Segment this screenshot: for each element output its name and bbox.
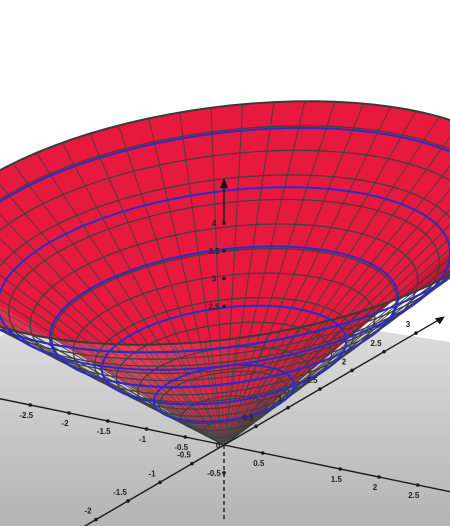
z-tick-mark	[222, 221, 226, 225]
x-tick-mark	[260, 451, 265, 455]
axes-front-group	[28, 178, 450, 522]
x-tick-label: 0.5	[253, 459, 265, 468]
z-axis-arrow	[220, 178, 228, 189]
y-tick-label: -1	[148, 469, 156, 478]
z-tick-mark	[222, 248, 226, 253]
x-tick-mark	[377, 475, 381, 479]
x-tick-mark	[67, 411, 71, 415]
x-tick-label: -0.5	[174, 443, 188, 452]
y-tick-label: -0.5	[177, 451, 191, 460]
x-tick-label: -2	[61, 419, 69, 428]
mesh-ring	[72, 272, 376, 396]
x-tick-mark	[415, 483, 420, 487]
x-tick-label: 1.5	[331, 475, 343, 484]
z-tick-label: 4	[212, 219, 217, 228]
y-tick-mark	[382, 349, 386, 354]
x-tick-mark	[105, 419, 110, 423]
z-tick-label: -0.5	[207, 469, 221, 478]
mesh-ring	[7, 198, 441, 375]
y-tick-mark	[158, 480, 162, 485]
y-tick-label: -1.5	[113, 488, 127, 497]
y-tick-mark	[350, 368, 354, 373]
mesh-ring	[94, 297, 354, 403]
mesh-ring	[0, 149, 450, 360]
y-tick-label: 0.5	[242, 413, 254, 422]
z-tick-label: 3	[212, 275, 217, 284]
mesh-ring	[201, 419, 247, 439]
mesh-ring	[29, 223, 419, 382]
z-tick-mark	[222, 276, 226, 281]
x-tick-label: -1.5	[97, 427, 111, 436]
y-tick-mark	[94, 517, 98, 522]
contour-line	[0, 126, 450, 354]
origin-label: 0	[216, 441, 221, 450]
y-tick-mark	[414, 331, 418, 335]
x-tick-label: -1	[139, 435, 147, 444]
mesh-ring	[0, 174, 450, 367]
y-axis-arrow	[434, 316, 445, 325]
z-tick-mark	[222, 304, 226, 309]
y-tick-label: 1	[278, 395, 283, 404]
x-tick-label: -2.5	[19, 411, 33, 420]
y-tick-label: 2.5	[370, 339, 382, 348]
mesh-ring	[115, 321, 333, 410]
x-tick-label: 2	[373, 483, 378, 492]
cone-rim	[0, 100, 450, 346]
z-tick-label: 2.5	[208, 302, 220, 311]
x-tick-label: 2.5	[408, 491, 420, 500]
x-tick-mark	[338, 467, 343, 471]
y-axis-positive	[223, 319, 439, 446]
contour-line	[0, 186, 450, 371]
y-tick-mark	[126, 499, 130, 503]
y-tick-mark	[190, 461, 194, 466]
x-tick-mark	[28, 403, 33, 407]
mesh-ring	[180, 395, 268, 432]
y-tick-mark	[286, 405, 290, 410]
tick-labels-group: -2.5 -2 -1.5 -1 -0.5 0.5 1.5 2 2.5 -2 -1.5 -1 -0.5 0.…	[19, 219, 420, 516]
z-tick-mark	[222, 470, 226, 475]
y-tick-mark	[318, 387, 322, 391]
y-tick-label: 3	[406, 320, 411, 329]
contour-line	[152, 363, 296, 423]
y-tick-label: 1.5	[306, 376, 318, 385]
y-tick-mark	[254, 424, 258, 429]
contour-line	[48, 245, 400, 389]
z-tick-label: 3.5	[208, 247, 220, 256]
x-tick-mark	[183, 435, 188, 439]
y-tick-label: 2	[342, 357, 347, 366]
y-tick-label: -2	[84, 507, 92, 516]
x-tick-mark	[144, 427, 149, 431]
